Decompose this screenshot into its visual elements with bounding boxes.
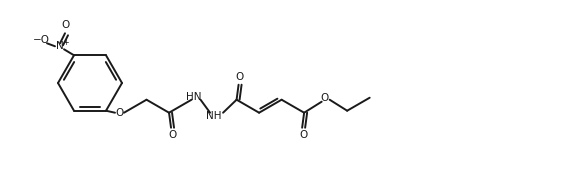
Text: −O: −O xyxy=(32,35,50,45)
Text: O: O xyxy=(320,93,329,103)
Text: O: O xyxy=(168,130,176,140)
Text: O: O xyxy=(115,108,123,118)
Text: O: O xyxy=(235,72,244,82)
Text: O: O xyxy=(62,20,70,30)
Text: NH: NH xyxy=(206,111,222,121)
Text: N: N xyxy=(56,41,64,51)
Text: +: + xyxy=(62,38,68,47)
Text: O: O xyxy=(299,130,307,140)
Text: HN: HN xyxy=(186,92,201,102)
